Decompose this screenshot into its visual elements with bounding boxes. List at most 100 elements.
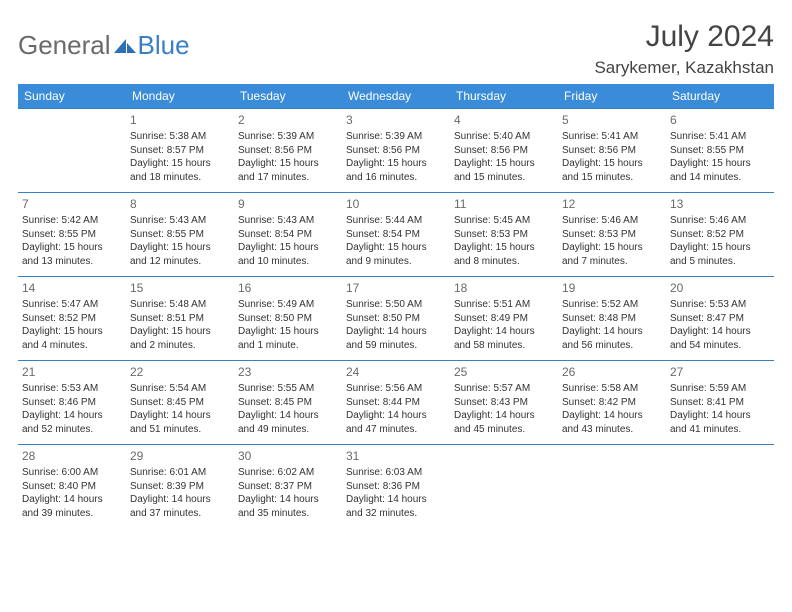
calendar-day-cell: 13Sunrise: 5:46 AMSunset: 8:52 PMDayligh… [666,193,774,277]
calendar-day-cell: 14Sunrise: 5:47 AMSunset: 8:52 PMDayligh… [18,277,126,361]
calendar-day-cell: 19Sunrise: 5:52 AMSunset: 8:48 PMDayligh… [558,277,666,361]
sunrise-line: Sunrise: 5:39 AM [346,130,446,144]
day-number: 18 [454,280,554,296]
weekday-header-row: SundayMondayTuesdayWednesdayThursdayFrid… [18,84,774,109]
sunset-line: Sunset: 8:40 PM [22,480,122,494]
daylight-line: Daylight: 15 hours and 18 minutes. [130,157,230,184]
sunset-line: Sunset: 8:44 PM [346,396,446,410]
sunrise-line: Sunrise: 5:41 AM [670,130,770,144]
weekday-header: Thursday [450,84,558,109]
daylight-line: Daylight: 14 hours and 52 minutes. [22,409,122,436]
logo-text-blue: Blue [138,30,190,61]
daylight-line: Daylight: 14 hours and 59 minutes. [346,325,446,352]
calendar-week-row: 21Sunrise: 5:53 AMSunset: 8:46 PMDayligh… [18,361,774,445]
day-number: 2 [238,112,338,128]
page-header: General Blue July 2024 Sarykemer, Kazakh… [18,20,774,78]
sunrise-line: Sunrise: 5:43 AM [130,214,230,228]
daylight-line: Daylight: 15 hours and 17 minutes. [238,157,338,184]
sunrise-line: Sunrise: 5:53 AM [670,298,770,312]
sunset-line: Sunset: 8:56 PM [454,144,554,158]
calendar-week-row: 7Sunrise: 5:42 AMSunset: 8:55 PMDaylight… [18,193,774,277]
calendar-day-cell: 28Sunrise: 6:00 AMSunset: 8:40 PMDayligh… [18,445,126,529]
sunset-line: Sunset: 8:45 PM [238,396,338,410]
day-number: 17 [346,280,446,296]
day-number: 25 [454,364,554,380]
daylight-line: Daylight: 14 hours and 35 minutes. [238,493,338,520]
day-number: 26 [562,364,662,380]
sunrise-line: Sunrise: 5:43 AM [238,214,338,228]
day-number: 11 [454,196,554,212]
daylight-line: Daylight: 15 hours and 16 minutes. [346,157,446,184]
calendar-day-cell: 11Sunrise: 5:45 AMSunset: 8:53 PMDayligh… [450,193,558,277]
weekday-header: Monday [126,84,234,109]
daylight-line: Daylight: 15 hours and 5 minutes. [670,241,770,268]
calendar-day-cell: 29Sunrise: 6:01 AMSunset: 8:39 PMDayligh… [126,445,234,529]
day-number: 28 [22,448,122,464]
sunset-line: Sunset: 8:54 PM [238,228,338,242]
daylight-line: Daylight: 14 hours and 51 minutes. [130,409,230,436]
sunset-line: Sunset: 8:51 PM [130,312,230,326]
calendar-day-cell: 8 Sunrise: 5:43 AMSunset: 8:55 PMDaylight… [126,193,234,277]
sunrise-line: Sunrise: 5:58 AM [562,382,662,396]
sunrise-line: Sunrise: 6:00 AM [22,466,122,480]
calendar-day-cell: 15Sunrise: 5:48 AMSunset: 8:51 PMDayligh… [126,277,234,361]
calendar-body: 1Sunrise: 5:38 AMSunset: 8:57 PMDaylight… [18,109,774,529]
calendar-day-cell: 9Sunrise: 5:43 AMSunset: 8:54 PMDaylight… [234,193,342,277]
sunrise-line: Sunrise: 5:45 AM [454,214,554,228]
sunrise-line: Sunrise: 5:51 AM [454,298,554,312]
calendar-week-row: 28 Sunrise: 6:00 AMSunset: 8:40 PM Dayligh… [18,445,774,529]
daylight-line: Daylight: 14 hours and 32 minutes. [346,493,446,520]
daylight-line: Daylight: 15 hours and 13 minutes. [22,241,122,268]
calendar-day-cell: 31Sunrise: 6:03 AMSunset: 8:36 PMDayligh… [342,445,450,529]
day-number: 15 [130,280,230,296]
calendar-day-cell: 1Sunrise: 5:38 AMSunset: 8:57 PMDaylight… [126,109,234,193]
sunset-line: Sunset: 8:36 PM [346,480,446,494]
sunrise-line: Sunrise: 5:40 AM [454,130,554,144]
day-number: 10 [346,196,446,212]
sunrise-line: Sunrise: 5:42 AM [22,214,122,228]
calendar-day-cell: 7 Sunrise: 5:42 AMSunset: 8:55 PMDaylight… [18,193,126,277]
calendar-day-cell: 21Sunrise: 5:53 AMSunset: 8:46 PMDayligh… [18,361,126,445]
daylight-line: Daylight: 15 hours and 12 minutes. [130,241,230,268]
sunrise-line: Sunrise: 5:47 AM [22,298,122,312]
sunrise-line: Sunrise: 5:59 AM [670,382,770,396]
day-number: 13 [670,196,770,212]
weekday-header: Saturday [666,84,774,109]
sunset-line: Sunset: 8:52 PM [22,312,122,326]
month-title: July 2024 [594,20,774,54]
sunset-line: Sunset: 8:39 PM [130,480,230,494]
day-number: 1 [130,112,230,128]
sunset-line: Sunset: 8:43 PM [454,396,554,410]
logo-sail-icon [114,37,136,55]
day-number: 7 [22,196,122,212]
sunset-line: Sunset: 8:55 PM [22,228,122,242]
logo: General Blue [18,20,190,61]
sunset-line: Sunset: 8:50 PM [238,312,338,326]
day-number: 8 [130,196,230,212]
day-number: 5 [562,112,662,128]
calendar-day-cell: 10Sunrise: 5:44 AMSunset: 8:54 PMDayligh… [342,193,450,277]
weekday-header: Sunday [18,84,126,109]
calendar-table: SundayMondayTuesdayWednesdayThursdayFrid… [18,84,774,529]
calendar-day-cell: 2Sunrise: 5:39 AMSunset: 8:56 PMDaylight… [234,109,342,193]
sunset-line: Sunset: 8:45 PM [130,396,230,410]
daylight-line: Daylight: 14 hours and 56 minutes. [562,325,662,352]
daylight-line: Daylight: 15 hours and 9 minutes. [346,241,446,268]
calendar-day-cell [666,445,774,529]
calendar-day-cell [450,445,558,529]
daylight-line: Daylight: 14 hours and 54 minutes. [670,325,770,352]
sunset-line: Sunset: 8:48 PM [562,312,662,326]
sunset-line: Sunset: 8:55 PM [130,228,230,242]
sunrise-line: Sunrise: 5:53 AM [22,382,122,396]
calendar-day-cell [18,109,126,193]
sunrise-line: Sunrise: 5:52 AM [562,298,662,312]
calendar-day-cell: 6Sunrise: 5:41 AMSunset: 8:55 PMDaylight… [666,109,774,193]
sunrise-line: Sunrise: 6:01 AM [130,466,230,480]
day-number: 29 [130,448,230,464]
day-number: 6 [670,112,770,128]
daylight-line: Daylight: 14 hours and 43 minutes. [562,409,662,436]
day-number: 16 [238,280,338,296]
daylight-line: Daylight: 15 hours and 14 minutes. [670,157,770,184]
daylight-line: Daylight: 14 hours and 45 minutes. [454,409,554,436]
daylight-line: Daylight: 15 hours and 4 minutes. [22,325,122,352]
